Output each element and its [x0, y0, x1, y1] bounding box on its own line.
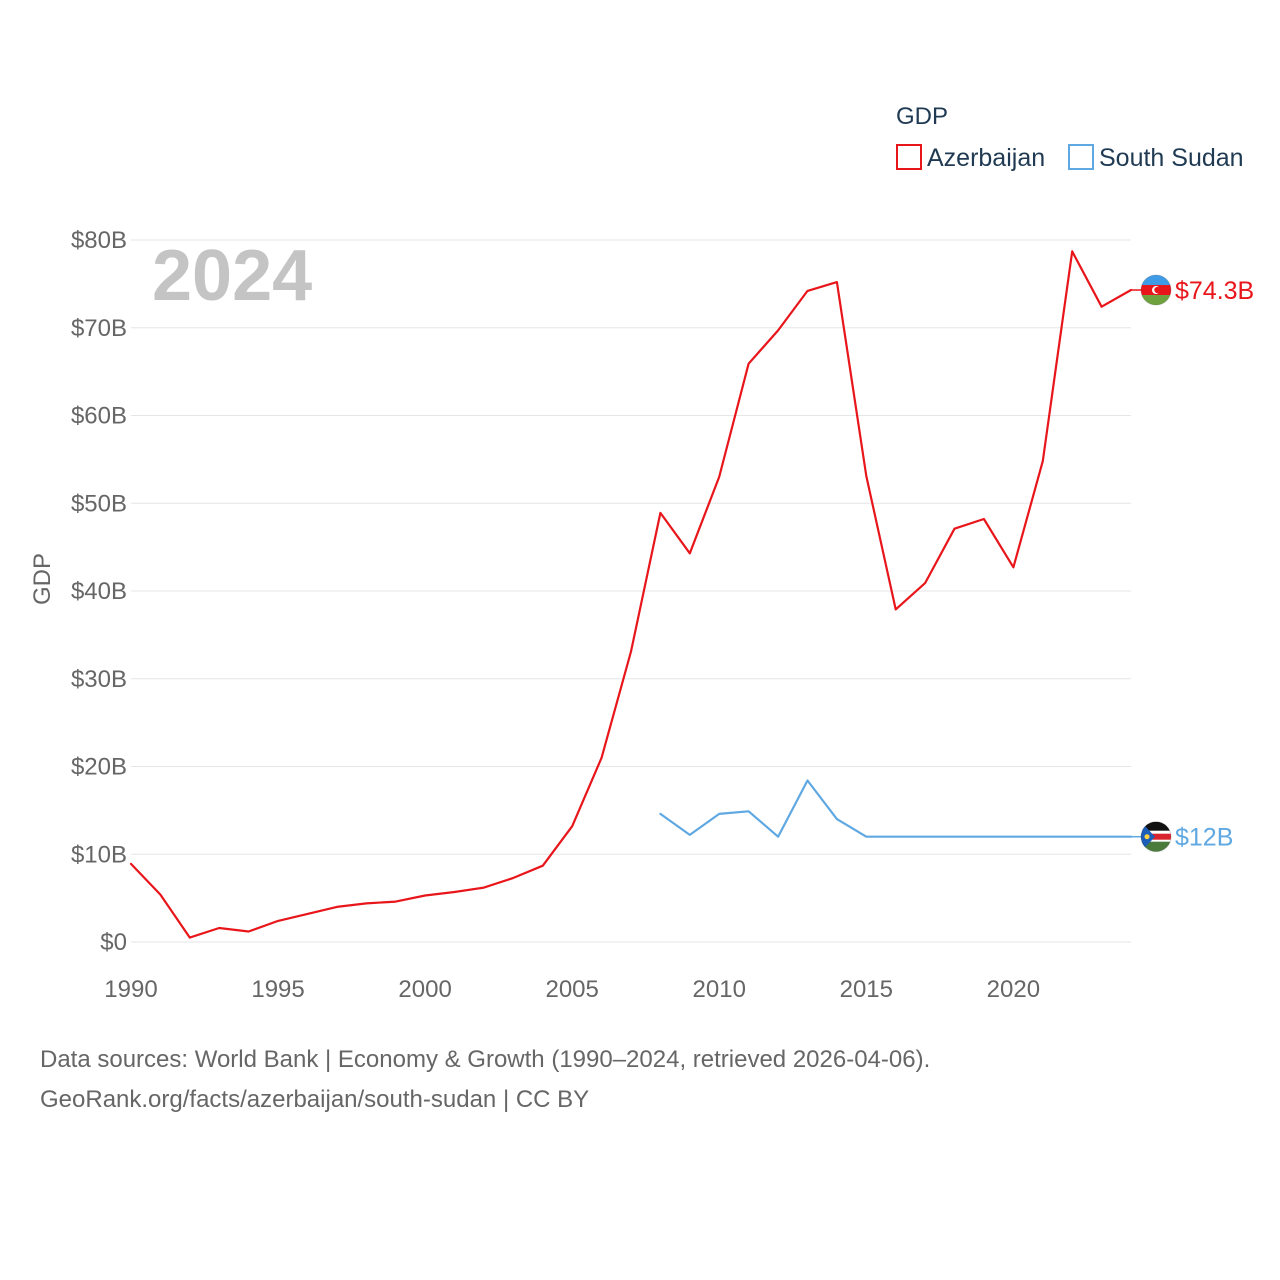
x-tick-label: 2000 [398, 976, 451, 1003]
y-tick-label: $0 [100, 929, 127, 956]
legend-label-azerbaijan: Azerbaijan [927, 144, 1045, 172]
y-tick-label: $20B [71, 754, 127, 781]
y-tick-label: $60B [71, 403, 127, 430]
x-axis: 1990 1995 2000 2005 2010 2015 2020 [104, 976, 1040, 1003]
azerbaijan-flag-icon [1141, 275, 1171, 306]
x-tick-label: 2010 [693, 976, 746, 1003]
series-lines [129, 250, 1133, 939]
y-tick-label: $30B [71, 666, 127, 693]
y-tick-label: $10B [71, 841, 127, 868]
y-tick-label: $80B [71, 227, 127, 254]
x-tick-label: 2015 [840, 976, 893, 1003]
y-tick-label: $40B [71, 578, 127, 605]
x-tick-label: 2005 [545, 976, 598, 1003]
series-end-markers: $74.3B $12B [1131, 274, 1254, 853]
legend: GDP Azerbaijan South Sudan [896, 103, 1244, 172]
legend-label-south-sudan: South Sudan [1099, 144, 1244, 172]
y-axis-title: GDP [29, 553, 56, 605]
end-value-label-south-sudan: $12B [1175, 824, 1233, 852]
year-label: 2024 [152, 236, 312, 316]
y-axis: $0 $10B $20B $30B $40B $50B $60B $70B $80B [71, 227, 127, 956]
legend-title: GDP [896, 103, 948, 130]
x-tick-label: 2020 [987, 976, 1040, 1003]
legend-swatch-azerbaijan [896, 144, 922, 170]
x-tick-label: 1990 [104, 976, 157, 1003]
legend-item-azerbaijan[interactable]: Azerbaijan [896, 144, 1045, 172]
end-value-label-azerbaijan: $74.3B [1175, 277, 1254, 305]
legend-item-south-sudan[interactable]: South Sudan [1068, 144, 1244, 172]
footer-source: Data sources: World Bank | Economy & Gro… [40, 1040, 1240, 1120]
y-tick-label: $50B [71, 490, 127, 517]
footer-attribution: GeoRank.org/facts/azerbaijan/south-sudan… [40, 1086, 590, 1113]
series-line-azerbaijan[interactable] [129, 250, 1133, 939]
legend-swatch-south-sudan [1068, 144, 1094, 170]
south-sudan-flag-icon [1141, 821, 1171, 852]
gridlines [131, 239, 1131, 943]
footer-data-sources: Data sources: World Bank | Economy & Gro… [40, 1046, 931, 1073]
series-line-south-sudan[interactable] [659, 779, 1133, 838]
y-tick-label: $70B [71, 315, 127, 342]
x-tick-label: 1995 [251, 976, 304, 1003]
